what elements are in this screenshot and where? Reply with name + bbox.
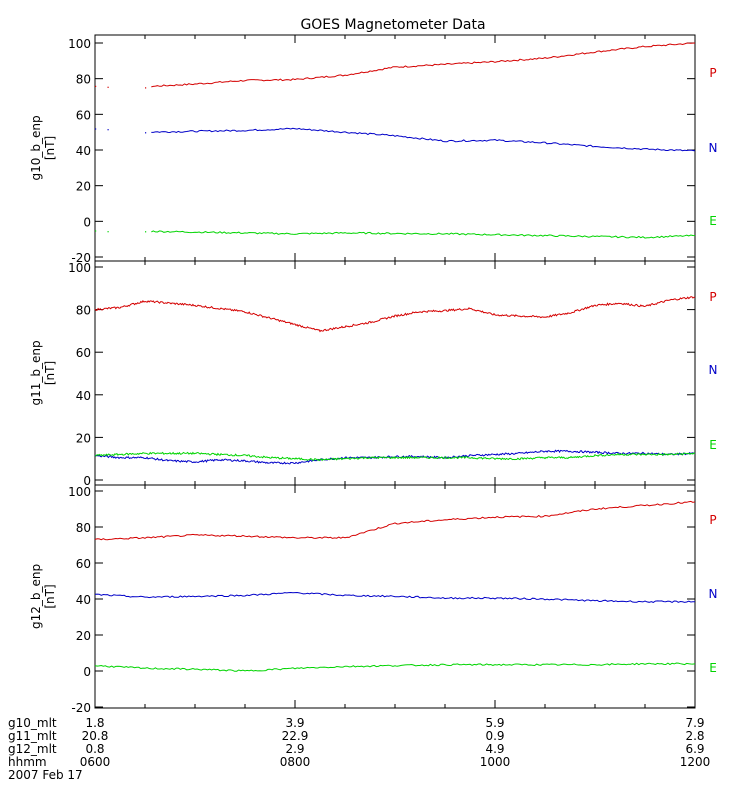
x-row-label: hhmm [8,755,47,769]
x-row-value: 5.9 [485,716,504,730]
x-row-value: 20.8 [82,729,109,743]
y-axis-unit: [nT] [43,584,57,608]
y-axis-unit: [nT] [43,361,57,385]
series-label-E: E [709,661,717,675]
series-dot-E [145,231,147,233]
x-row-value: 22.9 [282,729,309,743]
y-axis-label: g12_b_enp [29,564,43,629]
series-line-P [94,500,696,541]
series-line-P [151,42,696,88]
series-label-P: P [709,513,716,527]
x-axis-labels: g10_mlt 1.8 3.9 5.9 7.9 g11_mlt 20.8 22.9 0.9 2.8… [8,716,710,769]
y-tick-label: 60 [76,346,91,360]
y-tick-label: 40 [76,389,91,403]
y-tick-label: 80 [76,304,91,318]
chart-title: GOES Magnetometer Data [300,17,485,33]
y-tick-label: 100 [68,485,91,499]
series-label-N: N [709,141,718,155]
y-tick-label: 40 [76,144,91,158]
series-label-N: N [709,363,718,377]
series-line-P [94,296,696,333]
y-tick-label: 80 [76,521,91,535]
series-line-N [94,449,696,465]
series-dot-E [107,231,109,233]
x-row-label: g10_mlt [8,716,57,730]
x-row-value: 2.9 [285,742,304,756]
series-label-N: N [709,587,718,601]
y-tick-label: 80 [76,73,91,87]
x-row-value: 1000 [480,755,511,769]
x-row-label: g12_mlt [8,742,57,756]
y-tick-label: 0 [83,215,91,229]
x-row-value: 4.9 [485,742,504,756]
y-tick-label: 20 [76,180,91,194]
y-axis-label: g10_b_enp [29,115,43,180]
x-row-value: 3.9 [285,716,304,730]
series-label-E: E [709,214,717,228]
y-tick-label: 100 [68,261,91,275]
series-dot-P [145,87,147,89]
y-tick-label: 0 [83,665,91,679]
series-label-E: E [709,438,717,452]
x-row-value: 1200 [680,755,711,769]
x-row-value: 0.9 [485,729,504,743]
x-row-value: 0.8 [85,742,104,756]
x-row-label: g11_mlt [8,729,57,743]
series-line-E [94,662,696,672]
series-line-E [151,230,696,239]
x-row-value: 1.8 [85,716,104,730]
y-tick-label: 60 [76,557,91,571]
panel-1: -20 0 20 40 60 80 100 g10_b_enp [nT] P N E [29,34,718,265]
series-dot-P [95,85,97,87]
y-tick-label: 40 [76,593,91,607]
series-dot-P [107,86,109,88]
series-label-P: P [709,66,716,80]
y-axis-unit: [nT] [43,136,57,160]
series-dot-N [95,128,97,130]
date-label: 2007 Feb 17 [8,768,83,782]
series-line-N [94,591,696,603]
series-line-E [95,451,696,462]
y-tick-label: 20 [76,629,91,643]
series-dot-E [95,230,97,232]
series-dot-N [107,129,109,131]
series-line-N [151,127,696,152]
x-row-value: 0800 [280,755,311,769]
x-row-value: 0600 [80,755,111,769]
x-row-value: 6.9 [685,742,704,756]
x-row-value: 2.8 [685,729,704,743]
x-row-value: 7.9 [685,716,704,730]
y-tick-label: 20 [76,431,91,445]
y-tick-label: -20 [71,701,91,715]
y-tick-label: 100 [68,37,91,51]
y-tick-label: 60 [76,108,91,122]
series-dot-N [145,132,147,134]
y-axis-label: g11_b_enp [29,340,43,405]
series-label-P: P [709,290,716,304]
panel-3: -20 0 20 40 60 80 100 g12_b_enp [nT] P N E [29,484,718,715]
y-tick-label: 0 [83,474,91,488]
y-tick-label: -20 [71,251,91,265]
